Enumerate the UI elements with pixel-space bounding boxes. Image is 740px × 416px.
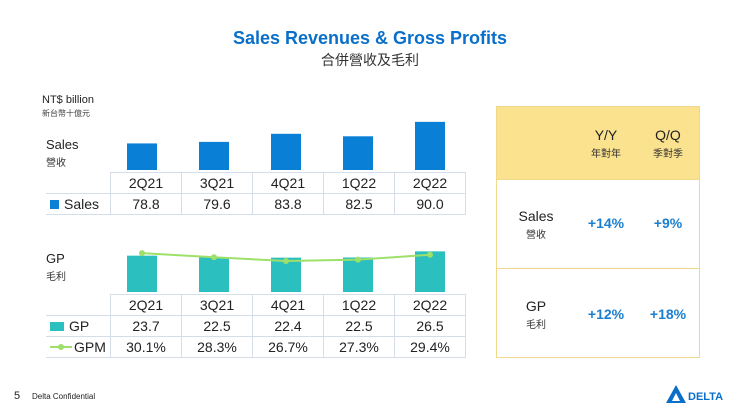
gp-chart-label-zh: 毛利	[46, 272, 66, 283]
gp-bar	[127, 255, 157, 292]
sales-chart-label-zh: 營收	[46, 158, 66, 169]
delta-logo-icon: DELTA	[666, 385, 723, 403]
gpm-point	[355, 256, 361, 263]
sales-legend-cell: Sales	[46, 193, 111, 215]
growth-divider	[497, 179, 699, 180]
sales-bar	[127, 143, 157, 170]
sales-yoy-value: +14%	[587, 215, 625, 231]
sales-category-cell: 2Q22	[394, 172, 466, 194]
gpm-value-cell: 28.3%	[181, 336, 253, 358]
sales-legend-label: Sales	[64, 196, 100, 212]
gpm-value-cell: 29.4%	[394, 336, 466, 358]
gpm-point	[211, 254, 217, 261]
qoq-header-zh: 季對季	[653, 149, 683, 160]
gp-value-cell: 22.4	[252, 315, 324, 337]
sales-value-cell: 82.5	[323, 193, 395, 215]
table-corner-cell	[46, 294, 111, 316]
yoy-header: Y/Y	[594, 127, 618, 143]
page-title: Sales Revenues & Gross Profits	[232, 28, 508, 48]
gp-data-table: 2Q21 3Q21 4Q21 1Q22 2Q22 GP 23.7 22.5 22…	[46, 294, 466, 358]
unit-label: NT$ billion	[42, 94, 94, 106]
sales-bar	[415, 121, 445, 170]
sales-value-cell: 83.8	[252, 193, 324, 215]
sales-value-cell: 78.8	[110, 193, 182, 215]
yoy-header-zh: 年對年	[591, 149, 621, 160]
gp-category-cell: 1Q22	[323, 294, 395, 316]
gp-legend-swatch	[50, 321, 64, 331]
page-number: 5	[14, 390, 21, 402]
page-subtitle: 合併營收及毛利	[321, 52, 419, 68]
sales-value-cell: 79.6	[181, 193, 253, 215]
gp-value-cell: 26.5	[394, 315, 466, 337]
gp-category-cell: 4Q21	[252, 294, 324, 316]
growth-row-label-gp: GP	[525, 298, 547, 314]
sales-bar	[343, 136, 373, 170]
sales-legend-swatch	[50, 199, 59, 209]
gp-bar	[199, 257, 229, 292]
growth-panel	[496, 106, 700, 358]
gp-legend-label: GP	[69, 318, 90, 334]
gpm-value-cell: 30.1%	[110, 336, 182, 358]
confidential-note: Delta Confidential	[32, 392, 96, 401]
sales-data-table: 2Q21 3Q21 4Q21 1Q22 2Q22 Sales 78.8 79.6…	[46, 172, 466, 215]
growth-row-label-gp-zh: 毛利	[526, 320, 546, 331]
gp-yoy-value: +12%	[587, 306, 625, 322]
gp-value-cell: 23.7	[110, 315, 182, 337]
unit-label-zh: 新台幣十億元	[42, 109, 90, 118]
gpm-legend-cell: GPM	[46, 336, 111, 358]
gpm-legend-swatch	[50, 344, 72, 351]
gpm-point	[139, 250, 145, 257]
gpm-point	[283, 258, 289, 265]
delta-logo: DELTA	[664, 383, 730, 405]
sales-category-cell: 2Q21	[110, 172, 182, 194]
delta-logo-text: DELTA	[688, 391, 723, 403]
sales-value-cell: 90.0	[394, 193, 466, 215]
sales-value-row: Sales 78.8 79.6 83.8 82.5 90.0	[46, 193, 466, 215]
sales-chart-label: Sales	[46, 137, 79, 152]
gpm-point	[427, 251, 433, 258]
gp-category-cell: 2Q21	[110, 294, 182, 316]
gp-value-cell: 22.5	[181, 315, 253, 337]
gp-chart-label: GP	[46, 251, 65, 266]
gpm-value-cell: 26.7%	[252, 336, 324, 358]
growth-divider	[497, 268, 699, 269]
gpm-value-row: GPM 30.1% 28.3% 26.7% 27.3% 29.4%	[46, 336, 466, 358]
gpm-legend-label: GPM	[74, 339, 106, 355]
gp-bar	[415, 251, 445, 292]
growth-row-label-sales-zh: 營收	[526, 230, 546, 241]
sales-bar	[199, 141, 229, 170]
growth-row-label-sales: Sales	[518, 208, 554, 224]
sales-bar	[271, 133, 301, 170]
gp-category-cell: 3Q21	[181, 294, 253, 316]
gp-legend-cell: GP	[46, 315, 111, 337]
gp-value-cell: 22.5	[323, 315, 395, 337]
growth-header-band	[497, 107, 699, 179]
gpm-value-cell: 27.3%	[323, 336, 395, 358]
gp-category-cell: 2Q22	[394, 294, 466, 316]
qoq-header: Q/Q	[655, 127, 681, 143]
sales-qoq-value: +9%	[653, 215, 683, 231]
gp-category-row: 2Q21 3Q21 4Q21 1Q22 2Q22	[46, 294, 466, 316]
gp-value-row: GP 23.7 22.5 22.4 22.5 26.5	[46, 315, 466, 337]
gp-bar	[343, 257, 373, 292]
gp-qoq-value: +18%	[649, 306, 687, 322]
